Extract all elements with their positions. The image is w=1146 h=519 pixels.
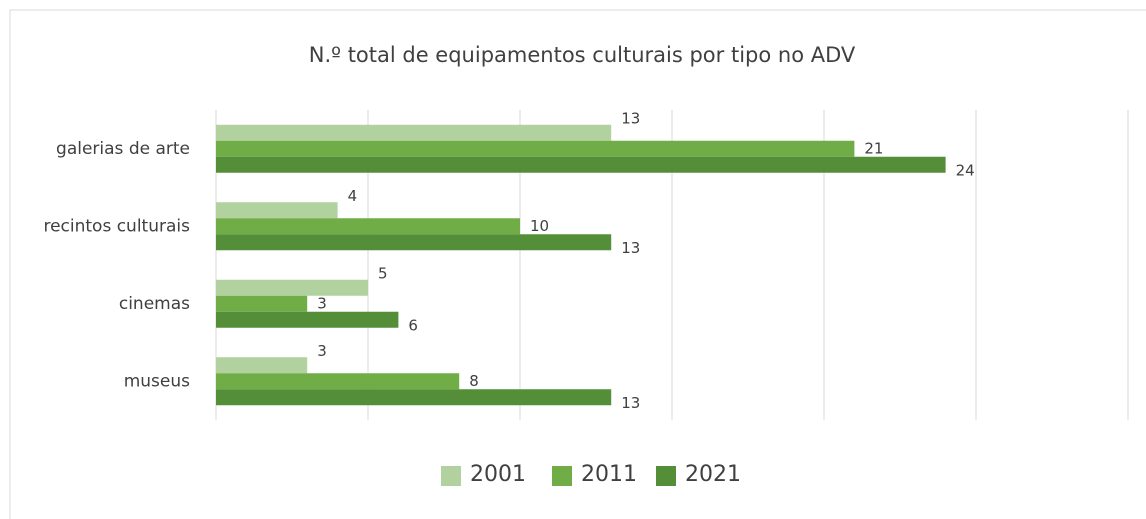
data-label: 3 xyxy=(317,294,327,312)
bar xyxy=(216,124,612,141)
data-label: 13 xyxy=(621,394,640,412)
bar xyxy=(216,202,338,219)
bar xyxy=(216,234,612,251)
data-label: 4 xyxy=(348,187,358,205)
bar xyxy=(216,156,946,173)
data-label: 13 xyxy=(621,109,640,127)
legend-label: 2011 xyxy=(581,462,637,487)
data-label: 13 xyxy=(621,239,640,257)
legend-swatch xyxy=(552,466,572,486)
data-label: 5 xyxy=(378,264,388,282)
legend-label: 2021 xyxy=(685,462,741,487)
bar xyxy=(216,140,855,157)
chart-border xyxy=(9,9,1146,519)
data-label: 21 xyxy=(864,139,883,157)
legend-swatch xyxy=(441,466,461,486)
bar xyxy=(216,218,520,235)
data-label: 24 xyxy=(956,161,975,179)
chart-title: N.º total de equipamentos culturais por … xyxy=(309,43,856,67)
y-tick-label: recintos culturais xyxy=(43,216,190,236)
data-label: 6 xyxy=(408,316,418,334)
data-label: 3 xyxy=(317,342,327,360)
y-tick-label: cinemas xyxy=(119,294,190,314)
y-tick-label: museus xyxy=(124,371,190,391)
y-tick-label: galerias de arte xyxy=(56,139,190,159)
bar xyxy=(216,295,308,312)
bar xyxy=(216,311,399,328)
legend-label: 2001 xyxy=(470,462,526,487)
bar xyxy=(216,373,460,390)
bar xyxy=(216,279,368,296)
bar xyxy=(216,357,308,374)
data-label: 8 xyxy=(469,372,479,390)
legend-swatch xyxy=(656,466,676,486)
data-label: 10 xyxy=(530,217,549,235)
bar xyxy=(216,389,612,406)
